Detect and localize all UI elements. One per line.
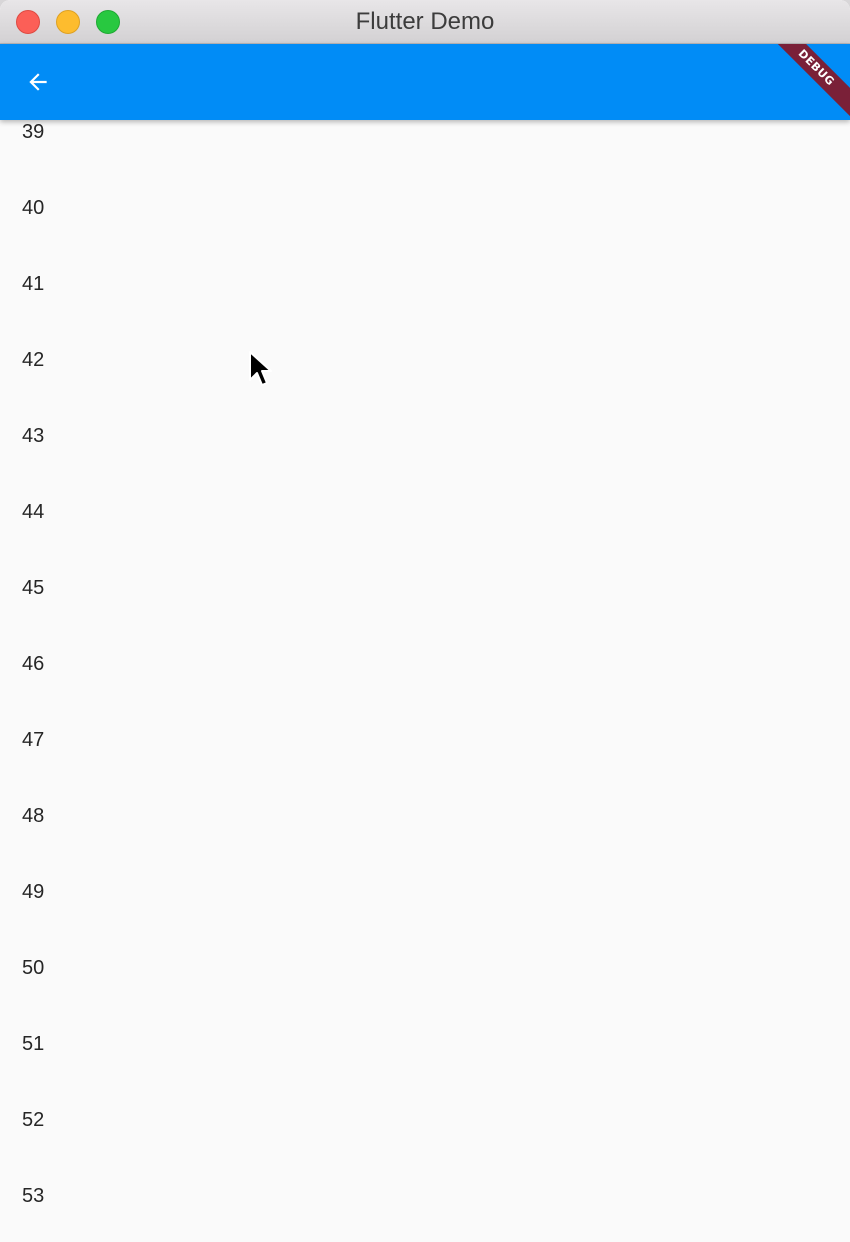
list-item: 51 — [22, 1033, 45, 1055]
app-bar: DEBUG — [0, 44, 850, 120]
title-bar[interactable]: Flutter Demo — [0, 0, 850, 44]
window-title: Flutter Demo — [355, 8, 495, 35]
list-item: 48 — [22, 805, 45, 827]
close-window-button[interactable] — [16, 10, 40, 34]
list-item: 44 — [22, 501, 45, 523]
minimize-window-button[interactable] — [56, 10, 80, 34]
debug-banner: DEBUG — [752, 44, 850, 120]
list-item: 45 — [22, 577, 45, 599]
list-item: 42 — [22, 349, 45, 371]
arrow-back-icon — [29, 73, 47, 91]
list-item: 46 — [22, 653, 45, 675]
list-item: 52 — [22, 1109, 45, 1131]
list-item: 39 — [22, 121, 45, 143]
zoom-window-button[interactable] — [96, 10, 120, 34]
list-item: 41 — [22, 273, 45, 295]
list-item: 40 — [22, 197, 45, 219]
list-item: 53 — [22, 1185, 45, 1207]
list-item: 43 — [22, 425, 45, 447]
list-item: 47 — [22, 729, 45, 751]
mouse-pointer-icon — [249, 351, 272, 386]
number-list[interactable]: 39 40 41 42 43 44 45 46 47 48 49 50 51 52 53 — [0, 120, 850, 1242]
list-item: 50 — [22, 957, 45, 979]
list-item: 49 — [22, 881, 45, 903]
back-button[interactable] — [14, 58, 62, 106]
